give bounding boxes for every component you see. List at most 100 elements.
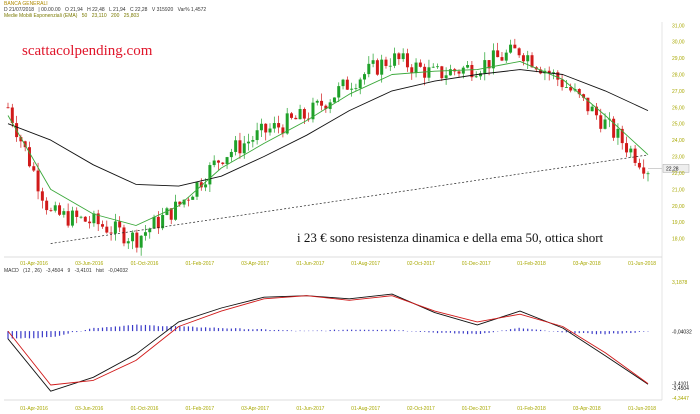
histogram-bar — [222, 328, 224, 332]
candle-body — [521, 55, 525, 62]
candle-body — [405, 53, 409, 68]
candle-body — [152, 216, 156, 229]
histogram-bar — [166, 326, 168, 332]
watermark-text: scattacolpending.com — [22, 43, 153, 59]
histogram-bar — [269, 330, 271, 332]
histogram-bar — [33, 331, 35, 339]
candle-body — [552, 72, 555, 74]
histogram-bar — [24, 331, 26, 338]
candle-body — [174, 201, 178, 220]
candle-body — [612, 118, 616, 138]
price-x-tick-label: 03-Jun-2016 — [75, 261, 103, 267]
last-price-label: 22,28 — [666, 166, 679, 172]
histogram-bar — [492, 331, 494, 333]
histogram-bar — [63, 331, 65, 335]
macd-x-tick-label: 01-Feb-2018 — [517, 406, 546, 412]
histogram-bar — [393, 329, 396, 332]
histogram-bar — [424, 331, 426, 332]
candle-body — [410, 67, 414, 74]
histogram-bar — [41, 331, 43, 338]
candle-body — [388, 65, 392, 67]
histogram-bar — [333, 329, 336, 332]
price-x-tick-label: 03-Apr-2017 — [241, 261, 269, 267]
histogram-bar — [153, 325, 155, 332]
price-tick-label: 26,00 — [672, 105, 685, 111]
candle-body — [380, 59, 384, 75]
candle-body — [238, 140, 242, 154]
candle-body — [483, 60, 487, 74]
price-tick-label: 23,00 — [672, 155, 685, 161]
candle-body — [234, 140, 238, 152]
candle-body — [221, 162, 225, 164]
histogram-bar — [329, 329, 331, 332]
histogram-bar — [247, 329, 250, 332]
candle-body — [118, 221, 122, 228]
candle-body — [427, 67, 431, 78]
macd-x-tick-label: 03-Apr-2018 — [573, 406, 601, 412]
price-panel: 22,28 — [6, 38, 690, 256]
candle-body — [161, 214, 165, 229]
header-high: H 22,48 — [87, 7, 105, 13]
signal-label: 9 — [67, 268, 71, 274]
candle-body — [101, 224, 104, 227]
histogram-bar — [376, 329, 378, 332]
candle-body — [363, 74, 367, 80]
candle-body — [487, 60, 491, 69]
candle-body — [311, 102, 315, 120]
histogram-bar — [514, 328, 516, 332]
candle-body — [139, 235, 143, 248]
histogram-bar — [630, 331, 632, 334]
histogram-bar — [531, 329, 533, 332]
histogram-bar — [389, 329, 391, 332]
histogram-bar — [505, 330, 507, 332]
candle-body — [637, 162, 641, 168]
candle-body — [62, 211, 66, 215]
histogram-bar — [638, 331, 641, 332]
histogram-bar — [570, 331, 572, 334]
candle-body — [186, 199, 190, 201]
candle-body — [470, 65, 474, 78]
candle-body — [324, 105, 328, 109]
histogram-bar — [557, 331, 559, 332]
candle-body — [289, 113, 293, 118]
signal-line — [7, 295, 649, 386]
histogram-bar — [179, 326, 181, 332]
histogram-bar — [230, 328, 232, 332]
signal-value: -3,4101 — [74, 268, 92, 274]
price-x-tick-label: 02-Oct-2017 — [407, 261, 435, 267]
candle-body — [569, 87, 573, 91]
price-x-tick-label: 01-Jun-2017 — [296, 261, 324, 267]
histogram-bar — [608, 331, 610, 334]
candle-body — [131, 232, 135, 242]
histogram-bar — [462, 331, 464, 334]
ema200-value: 25,803 — [123, 13, 140, 19]
candle-body — [547, 70, 551, 74]
candle-body — [350, 88, 354, 90]
candle-body — [281, 127, 285, 134]
histogram-bar — [127, 325, 129, 332]
price-x-tick-label: 01-Dec-2017 — [462, 261, 491, 267]
histogram-bar — [209, 327, 211, 332]
candle-body — [264, 123, 268, 133]
histogram-bar — [509, 329, 512, 332]
histogram-bar — [290, 330, 293, 332]
histogram-bar — [204, 327, 207, 332]
candle-body — [431, 66, 435, 68]
histogram-bar — [342, 329, 344, 332]
macd-value: -3,4504 — [46, 268, 64, 274]
macd-tick-label: -0,04032 — [672, 330, 692, 336]
histogram-bar — [149, 325, 151, 332]
histogram-bar — [582, 331, 585, 333]
macd-line — [7, 293, 649, 392]
macd-x-tick-label: 01-Feb-2017 — [185, 406, 214, 412]
candle-body — [105, 226, 109, 233]
candle-body — [371, 60, 375, 64]
candle-body — [23, 141, 27, 148]
histogram-bar — [402, 330, 404, 332]
macd-header: MACD (12 , 26) -3,4504 9 -3,4101 hist -0… — [4, 268, 131, 274]
histogram-bar — [46, 331, 48, 338]
candle-body — [251, 140, 255, 142]
candle-body — [272, 123, 276, 129]
candle-body — [75, 210, 79, 217]
